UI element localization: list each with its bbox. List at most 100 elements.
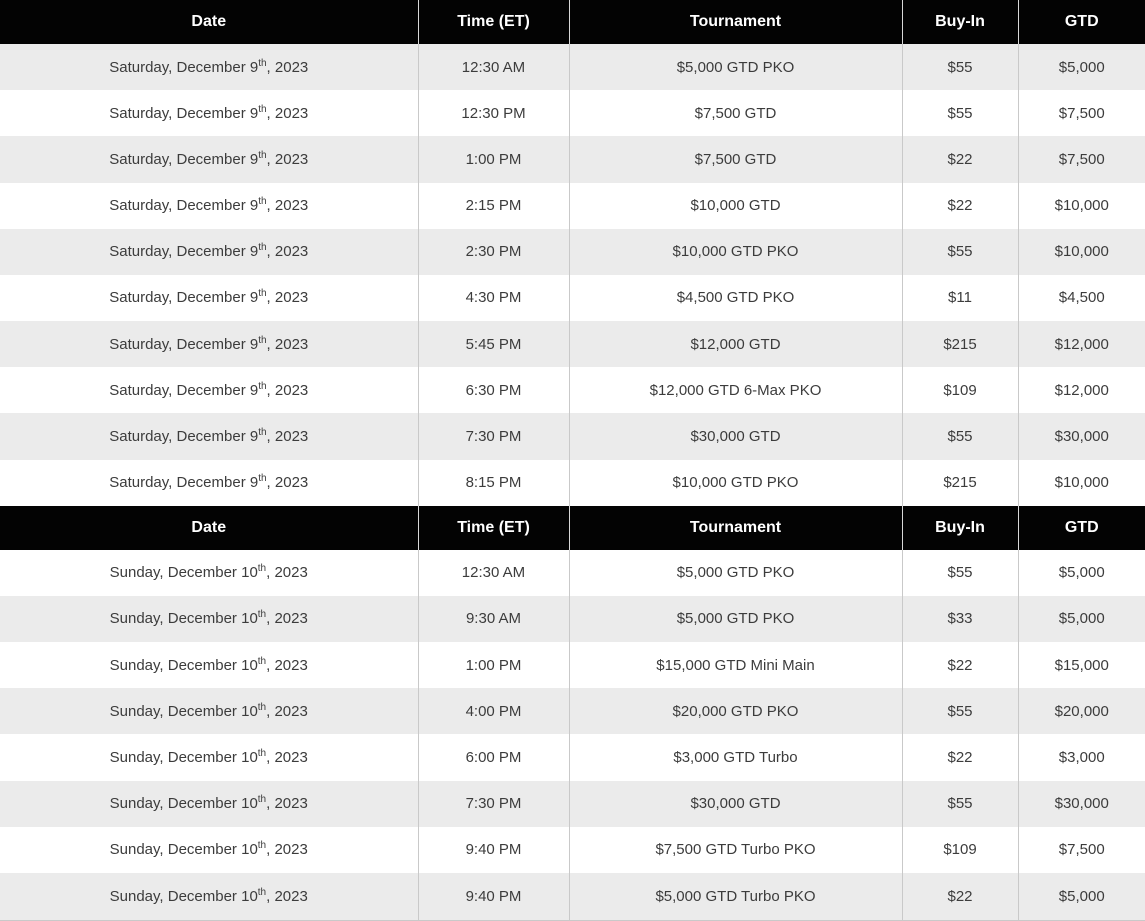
time-cell: 12:30 AM [417, 44, 569, 91]
time-cell: 6:00 PM [417, 734, 569, 781]
gtd-cell: $7,500 [1017, 826, 1145, 873]
date-cell: Saturday, December 9th, 2023 [0, 367, 418, 414]
date-year-text: , 2023 [266, 58, 309, 76]
date-year-text: , 2023 [266, 748, 308, 766]
date-ordinal-superscript: th [258, 242, 267, 254]
tournament-cell: $12,000 GTD [568, 321, 902, 368]
date-year-text: , 2023 [266, 656, 308, 674]
date-ordinal-superscript: th [258, 196, 267, 208]
date-cell: Sunday, December 10th, 2023 [0, 642, 418, 689]
date-text: Sunday, December 10 [109, 610, 258, 628]
table-row: Sunday, December 10th, 2023 1:00 PM $15,… [0, 642, 1145, 689]
table-row: Saturday, December 9th, 2023 12:30 AM $5… [0, 44, 1145, 91]
date-text: Sunday, December 10 [109, 702, 258, 720]
tournament-cell: $10,000 GTD PKO [568, 459, 902, 506]
date-ordinal-superscript: th [258, 473, 267, 485]
time-cell: 5:45 PM [417, 321, 569, 368]
buyin-cell: $109 [901, 826, 1018, 873]
date-year-text: , 2023 [266, 381, 309, 399]
tournament-cell: $5,000 GTD Turbo PKO [568, 872, 902, 921]
date-year-text: , 2023 [266, 427, 309, 445]
gtd-cell: $5,000 [1017, 595, 1145, 643]
column-header-time: Time (ET) [417, 505, 569, 550]
gtd-cell: $20,000 [1017, 688, 1145, 735]
date-text: Saturday, December 9 [109, 335, 259, 353]
tournament-cell: $7,500 GTD Turbo PKO [568, 826, 902, 873]
date-text: Sunday, December 10 [109, 748, 258, 766]
gtd-cell: $10,000 [1017, 459, 1145, 506]
time-cell: 2:30 PM [417, 228, 569, 275]
buyin-cell: $55 [901, 44, 1018, 91]
tournament-cell: $30,000 GTD [568, 780, 902, 827]
buyin-cell: $55 [901, 413, 1018, 460]
date-ordinal-superscript: th [258, 334, 267, 346]
time-cell: 6:30 PM [417, 367, 569, 414]
date-ordinal-superscript: th [257, 563, 267, 575]
header-row: Date Time (ET) Tournament Buy-In GTD [0, 0, 1145, 44]
buyin-cell: $109 [901, 367, 1018, 414]
buyin-cell: $22 [901, 182, 1018, 229]
date-year-text: , 2023 [266, 197, 309, 215]
column-header-buyin: Buy-In [901, 0, 1018, 44]
date-ordinal-superscript: th [258, 57, 267, 69]
date-year-text: , 2023 [266, 564, 308, 582]
time-cell: 7:30 PM [417, 413, 569, 460]
table-row: Saturday, December 9th, 2023 5:45 PM $12… [0, 321, 1145, 368]
gtd-cell: $15,000 [1017, 642, 1145, 689]
date-text: Saturday, December 9 [109, 197, 259, 215]
table-row: Saturday, December 9th, 2023 2:30 PM $10… [0, 228, 1145, 275]
gtd-cell: $4,500 [1017, 274, 1145, 322]
table-row: Saturday, December 9th, 2023 6:30 PM $12… [0, 367, 1145, 414]
time-cell: 4:30 PM [417, 274, 569, 322]
date-year-text: , 2023 [266, 243, 309, 261]
tournament-cell: $5,000 GTD PKO [568, 595, 902, 643]
table-row: Sunday, December 10th, 2023 9:30 AM $5,0… [0, 595, 1145, 643]
date-cell: Saturday, December 9th, 2023 [0, 228, 418, 275]
date-text: Saturday, December 9 [109, 150, 259, 168]
date-text: Saturday, December 9 [109, 381, 259, 399]
date-ordinal-superscript: th [258, 380, 267, 392]
gtd-cell: $7,500 [1017, 90, 1145, 137]
date-text: Saturday, December 9 [109, 474, 259, 492]
date-ordinal-superscript: th [258, 149, 267, 161]
table-row: Sunday, December 10th, 2023 7:30 PM $30,… [0, 780, 1145, 827]
buyin-cell: $215 [901, 321, 1018, 368]
date-text: Saturday, December 9 [109, 427, 259, 445]
time-cell: 8:15 PM [417, 459, 569, 506]
date-text: Saturday, December 9 [109, 243, 259, 261]
column-header-date: Date [0, 0, 418, 44]
time-cell: 9:30 AM [417, 595, 569, 643]
buyin-cell: $55 [901, 90, 1018, 137]
gtd-cell: $30,000 [1017, 780, 1145, 827]
tournament-cell: $5,000 GTD PKO [568, 549, 902, 596]
date-text: Sunday, December 10 [109, 841, 258, 859]
date-year-text: , 2023 [266, 841, 308, 859]
table-row: Saturday, December 9th, 2023 2:15 PM $10… [0, 182, 1145, 229]
column-header-buyin: Buy-In [901, 505, 1018, 550]
table-row: Saturday, December 9th, 2023 8:15 PM $10… [0, 459, 1145, 506]
table-row: Sunday, December 10th, 2023 9:40 PM $5,0… [0, 872, 1145, 921]
header-row: Date Time (ET) Tournament Buy-In GTD [0, 505, 1145, 550]
tournament-cell: $5,000 GTD PKO [568, 44, 902, 91]
buyin-cell: $55 [901, 549, 1018, 596]
date-year-text: , 2023 [266, 887, 308, 905]
table-row: Saturday, December 9th, 2023 1:00 PM $7,… [0, 136, 1145, 183]
date-cell: Sunday, December 10th, 2023 [0, 595, 418, 643]
gtd-cell: $3,000 [1017, 734, 1145, 781]
column-header-time: Time (ET) [417, 0, 569, 44]
date-cell: Saturday, December 9th, 2023 [0, 136, 418, 183]
column-header-gtd: GTD [1017, 505, 1145, 550]
date-ordinal-superscript: th [258, 426, 267, 438]
table-row: Sunday, December 10th, 2023 6:00 PM $3,0… [0, 734, 1145, 781]
table-row: Saturday, December 9th, 2023 7:30 PM $30… [0, 413, 1145, 460]
gtd-cell: $10,000 [1017, 182, 1145, 229]
date-cell: Saturday, December 9th, 2023 [0, 274, 418, 322]
tournament-cell: $12,000 GTD 6-Max PKO [568, 367, 902, 414]
time-cell: 9:40 PM [417, 872, 569, 921]
time-cell: 9:40 PM [417, 826, 569, 873]
date-ordinal-superscript: th [257, 840, 267, 852]
tournament-cell: $7,500 GTD [568, 90, 902, 137]
date-text: Sunday, December 10 [109, 656, 258, 674]
